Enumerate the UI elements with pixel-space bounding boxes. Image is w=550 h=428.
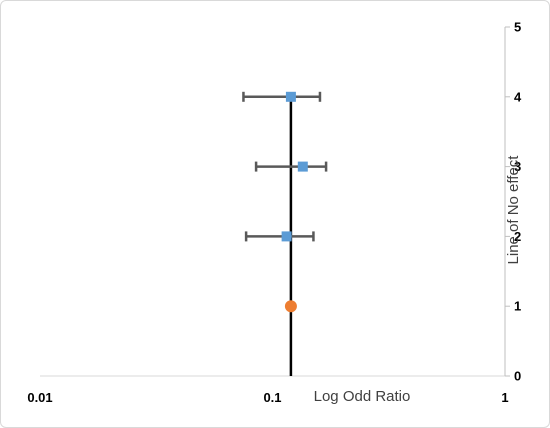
x-tick-label: 1 xyxy=(501,390,508,405)
error-bar xyxy=(254,161,328,172)
study-point xyxy=(281,231,292,242)
error-bar xyxy=(242,91,322,102)
y-axis-title: Line of No effect xyxy=(505,155,522,265)
study-point xyxy=(285,91,296,102)
y-tick-label: 4 xyxy=(514,89,522,104)
chart-marks xyxy=(242,91,328,376)
y-tick-label: 0 xyxy=(514,369,521,384)
x-axis-title: Log Odd Ratio xyxy=(314,388,411,405)
pooled-point xyxy=(284,300,297,313)
y-tick-label: 3 xyxy=(514,159,521,174)
x-tick-label: 0.01 xyxy=(27,390,52,405)
error-bar xyxy=(244,231,315,242)
axes xyxy=(40,26,510,377)
y-tick-label: 2 xyxy=(514,229,521,244)
x-tick-label: 0.1 xyxy=(263,390,281,405)
y-tick-label: 1 xyxy=(514,299,521,314)
study-point xyxy=(297,161,308,172)
y-tick-label: 5 xyxy=(514,20,521,35)
